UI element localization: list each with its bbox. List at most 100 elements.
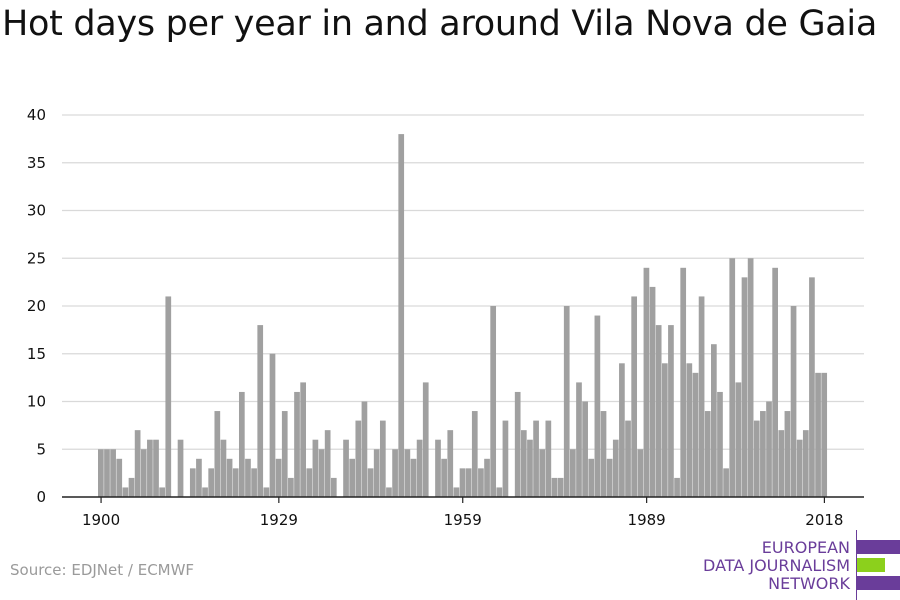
bar (435, 439, 441, 497)
bar (576, 382, 582, 497)
bar (729, 258, 736, 497)
bar (502, 420, 509, 497)
bar (533, 420, 539, 497)
y-tick-label: 25 (27, 249, 46, 267)
bar (619, 363, 625, 497)
bar (490, 306, 497, 497)
bar (753, 420, 760, 497)
bar (741, 277, 748, 497)
bar (459, 468, 466, 497)
x-tick-label: 2018 (805, 511, 843, 529)
bar (815, 372, 821, 497)
bar (453, 487, 460, 497)
bar (704, 411, 711, 497)
logo-text-line-1: EUROPEAN (761, 538, 850, 557)
bar (594, 315, 601, 497)
bar (147, 439, 153, 497)
bar (226, 458, 233, 497)
bar (128, 477, 135, 497)
bar (245, 458, 251, 497)
bar (778, 430, 785, 497)
bar (379, 420, 386, 497)
bar (557, 477, 564, 497)
bar (312, 439, 319, 497)
bar (398, 134, 405, 497)
bar (441, 458, 447, 497)
bar (649, 286, 656, 497)
y-tick-label: 35 (27, 154, 46, 172)
bar (208, 468, 215, 497)
bar (416, 439, 423, 497)
bar (637, 449, 644, 497)
bar (588, 458, 595, 497)
bar (422, 382, 429, 497)
bar (159, 487, 165, 497)
bar (324, 430, 331, 497)
bar (140, 449, 147, 497)
gridlines (62, 114, 864, 450)
bar (643, 267, 650, 497)
x-tick-label: 1900 (82, 511, 120, 529)
bar (527, 439, 533, 497)
y-tick-label: 20 (27, 297, 46, 315)
bar (612, 439, 619, 497)
bar (367, 468, 374, 497)
bar (386, 487, 392, 497)
bar (355, 420, 362, 497)
bar (251, 468, 257, 497)
bar (674, 477, 680, 497)
bar (373, 449, 380, 497)
bar (275, 458, 282, 497)
bar (165, 296, 172, 497)
bar (269, 353, 276, 497)
bar (349, 458, 356, 497)
bar (343, 439, 349, 497)
bar (196, 458, 202, 497)
bar (471, 411, 478, 497)
bar (330, 477, 337, 497)
bar (116, 458, 123, 497)
bar (496, 487, 503, 497)
bar (104, 449, 110, 497)
x-tick-label: 1989 (628, 511, 666, 529)
logo-bar-purple-bottom (857, 576, 900, 590)
bar (318, 449, 325, 497)
y-axis-ticks: 0 5 10 15 20 25 30 35 40 (27, 106, 46, 506)
logo-bar-purple-top (857, 540, 900, 554)
bar (465, 468, 472, 497)
bar (668, 325, 674, 497)
bar (110, 449, 116, 497)
bar (447, 430, 454, 497)
bar (766, 401, 772, 497)
bar (263, 487, 270, 497)
bar (361, 401, 368, 497)
x-axis-ticks: 1900 1929 1959 1989 2018 (82, 497, 843, 529)
bar (735, 382, 742, 497)
bar (257, 325, 264, 497)
y-tick-label: 30 (27, 202, 46, 220)
bar (300, 382, 306, 497)
bar (294, 391, 300, 497)
logo-bar-green (857, 558, 885, 572)
bar (686, 363, 693, 497)
bar (600, 411, 607, 497)
bar (747, 258, 754, 497)
bar (655, 325, 662, 497)
x-tick-label: 1959 (444, 511, 482, 529)
bar (606, 458, 613, 497)
bar (680, 267, 687, 497)
bar (514, 391, 521, 497)
bar (392, 449, 398, 497)
bar (214, 411, 221, 497)
bar (220, 439, 227, 497)
bar (711, 344, 717, 497)
bar (772, 267, 778, 497)
bar (661, 363, 668, 497)
bar (551, 477, 558, 497)
logo-text-line-3: NETWORK (768, 574, 850, 593)
bar (717, 391, 723, 497)
bar (306, 468, 313, 497)
edjnet-logo: EUROPEAN DATA JOURNALISM NETWORK (700, 530, 900, 600)
bar (189, 468, 196, 497)
